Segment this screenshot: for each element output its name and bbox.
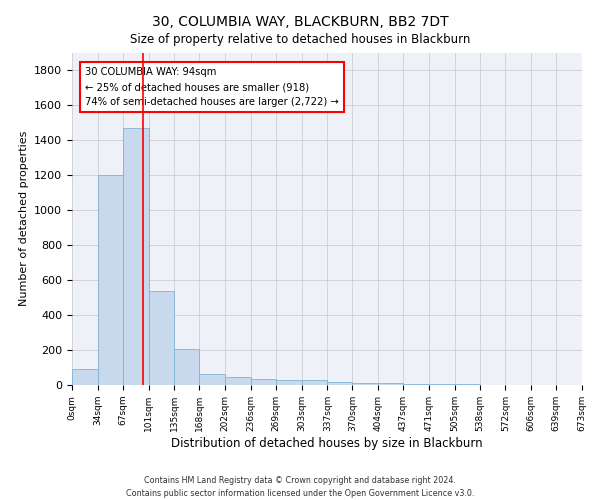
Bar — [328, 382, 352, 385]
Y-axis label: Number of detached properties: Number of detached properties — [19, 131, 29, 306]
Bar — [175, 349, 199, 385]
Bar — [251, 378, 276, 385]
Bar — [72, 369, 98, 385]
Text: Size of property relative to detached houses in Blackburn: Size of property relative to detached ho… — [130, 32, 470, 46]
X-axis label: Distribution of detached houses by size in Blackburn: Distribution of detached houses by size … — [171, 436, 483, 450]
Bar — [455, 384, 479, 385]
Bar — [352, 383, 378, 385]
Bar — [429, 384, 455, 385]
Text: Contains HM Land Registry data © Crown copyright and database right 2024.
Contai: Contains HM Land Registry data © Crown c… — [126, 476, 474, 498]
Bar — [276, 380, 302, 385]
Text: 30, COLUMBIA WAY, BLACKBURN, BB2 7DT: 30, COLUMBIA WAY, BLACKBURN, BB2 7DT — [152, 15, 448, 29]
Text: 30 COLUMBIA WAY: 94sqm
← 25% of detached houses are smaller (918)
74% of semi-de: 30 COLUMBIA WAY: 94sqm ← 25% of detached… — [85, 68, 338, 107]
Bar — [378, 383, 403, 385]
Bar — [403, 384, 429, 385]
Bar — [98, 175, 123, 385]
Bar — [302, 380, 328, 385]
Bar — [149, 290, 175, 385]
Bar — [199, 374, 225, 385]
Bar — [123, 128, 149, 385]
Bar — [225, 377, 251, 385]
